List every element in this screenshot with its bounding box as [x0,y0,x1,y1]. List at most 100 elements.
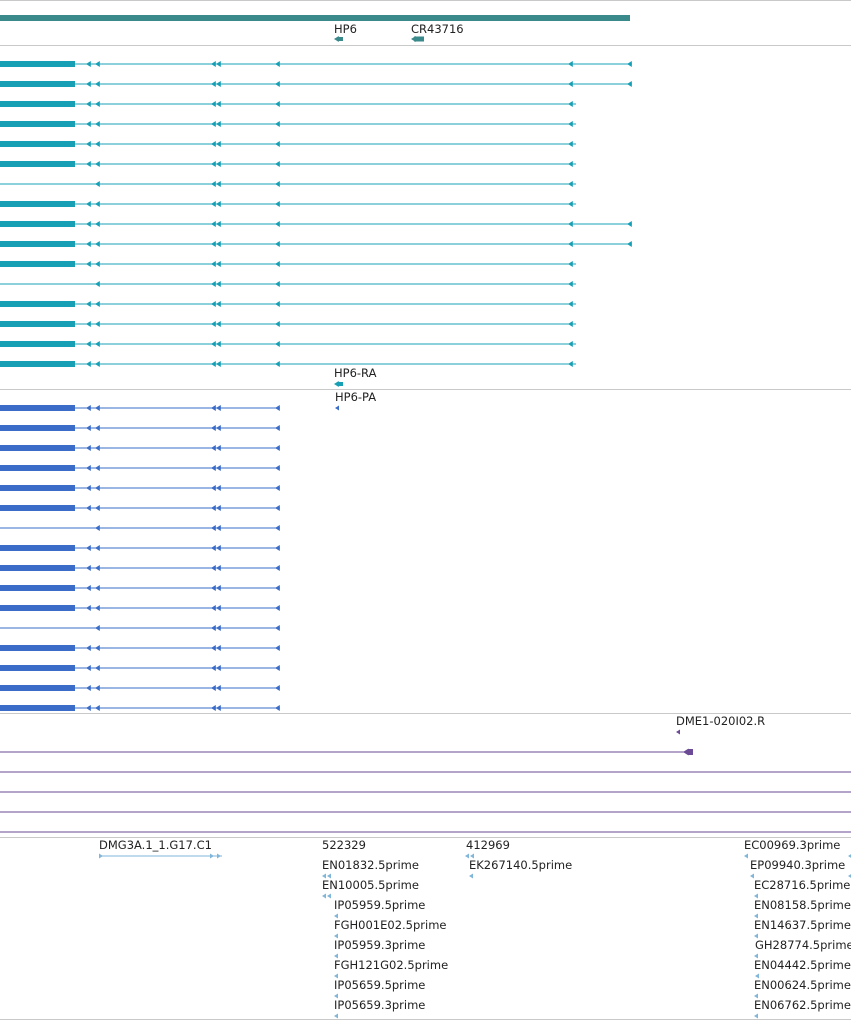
protein-intron-arrow [211,585,216,591]
est-label-ip05959-3[interactable]: IP05959.3prime [334,938,426,952]
gene-label-cr43716[interactable]: CR43716 [411,22,464,36]
transcript-exon-arrow [568,281,573,287]
protein-intron-arrow [86,485,91,491]
protein-end-arrow [275,565,280,571]
transcript-exon-bar [0,121,75,127]
transcript-intron-arrow [95,281,100,287]
est-label-ip05959-5[interactable]: IP05959.5prime [334,898,426,912]
est-label-dmg3a[interactable]: DMG3A.1_1.G17.C1 [99,838,212,852]
est-glyph-arrow [470,853,474,859]
protein-intron-arrow [216,405,221,411]
protein-intron-arrow [95,405,100,411]
clone-end-arrow [683,748,689,756]
transcript-intron-arrow [95,261,100,267]
transcript-intron-arrow [95,121,100,127]
est-label-ep09940[interactable]: EP09940.3prime [750,858,846,872]
est-label-ip05659-3[interactable]: IP05659.3prime [334,998,426,1012]
transcript-intron-arrow [216,161,221,167]
protein-end-arrow [275,445,280,451]
est-glyph-arrow [754,933,758,939]
protein-intron-arrow [211,685,216,691]
protein-label-hp6-pa[interactable]: HP6-PA [335,390,377,404]
transcript-exon-arrow [568,321,573,327]
est-label-en08158[interactable]: EN08158.5prime [754,898,851,912]
est-glyph-arrow [322,873,326,879]
protein-intron-arrow [86,425,91,431]
est-glyph-arrow [327,873,331,879]
transcript-exon-bar [0,81,75,87]
transcript-exon-bar [0,261,75,267]
transcript-intron-arrow [211,181,216,187]
transcript-exon-arrow [568,361,573,367]
transcript-intron-arrow [211,221,216,227]
transcript-intron-arrow [211,361,216,367]
transcript-intron-arrow [86,241,91,247]
est-label-gh28774[interactable]: GH28774.5prime [755,938,851,952]
protein-exon-bar [0,685,75,691]
track-divider-protein [0,713,851,714]
transcript-intron-arrow [275,261,280,267]
transcript-intron-arrow [86,61,91,67]
transcript-intron-arrow [216,221,221,227]
protein-intron-arrow [86,545,91,551]
transcript-intron-arrow [275,281,280,287]
est-label-en10005[interactable]: EN10005.5prime [322,878,419,892]
est-label-ek267140[interactable]: EK267140.5prime [469,858,573,872]
protein-intron-arrow [216,445,221,451]
est-label-en06762[interactable]: EN06762.5prime [754,998,851,1012]
protein-intron-arrow [86,465,91,471]
est-glyph-arrow [755,973,759,979]
est-label-en04442[interactable]: EN04442.5prime [754,958,851,972]
protein-end-arrow [275,525,280,531]
est-label-ip05659-5[interactable]: IP05659.5prime [334,978,426,992]
est-glyph-arrow [848,874,851,878]
est-label-en14637[interactable]: EN14637.5prime [754,918,851,932]
protein-intron-arrow [211,505,216,511]
clone-label[interactable]: DME1-020I02.R [676,714,766,728]
est-glyph-arrow [334,973,338,979]
protein-intron-arrow [211,645,216,651]
transcript-intron-arrow [216,141,221,147]
track-divider-top [0,0,851,1]
est-glyph-arrow [754,893,758,899]
transcript-glyph-hp6-ra-body [337,382,343,386]
est-dmg3a-arrow [99,853,103,859]
est-label-522329[interactable]: 522329 [322,838,366,852]
transcript-exon-bar [0,321,75,327]
transcript-intron-arrow [95,221,100,227]
protein-end-arrow [275,625,280,631]
est-glyph-arrow [334,913,338,919]
protein-end-arrow [275,465,280,471]
gene-label-hp6[interactable]: HP6 [334,22,357,36]
est-label-412969[interactable]: 412969 [466,838,510,852]
protein-intron-arrow [216,545,221,551]
protein-intron-arrow [95,625,100,631]
protein-intron-arrow [95,645,100,651]
transcript-label-hp6-ra[interactable]: HP6-RA [334,366,377,380]
est-label-ec00969[interactable]: EC00969.3prime [744,838,841,852]
transcript-intron-arrow [95,341,100,347]
gene-glyph-hp6-body [337,37,343,41]
transcript-intron-arrow [216,101,221,107]
est-label-ec28716[interactable]: EC28716.5prime [754,878,851,892]
protein-intron-arrow [216,565,221,571]
transcript-exon-arrow [568,181,573,187]
protein-intron-arrow [95,545,100,551]
transcript-intron-arrow [95,321,100,327]
transcript-intron-arrow [275,221,280,227]
est-label-fgh001e02[interactable]: FGH001E02.5prime [334,918,447,932]
protein-intron-arrow [216,505,221,511]
transcript-intron-arrow [275,301,280,307]
est-glyph-arrow [469,873,473,879]
transcript-end-arrow [627,241,632,247]
transcript-intron-arrow [86,201,91,207]
protein-exon-bar [0,425,75,431]
est-label-en00624[interactable]: EN00624.5prime [754,978,851,992]
transcript-intron-arrow [211,161,216,167]
transcript-intron-arrow [216,321,221,327]
est-label-en01832[interactable]: EN01832.5prime [322,858,419,872]
protein-intron-arrow [86,405,91,411]
transcript-intron-arrow [86,141,91,147]
est-label-fgh121g02[interactable]: FGH121G02.5prime [334,958,449,972]
est-glyph-arrow [334,953,338,959]
